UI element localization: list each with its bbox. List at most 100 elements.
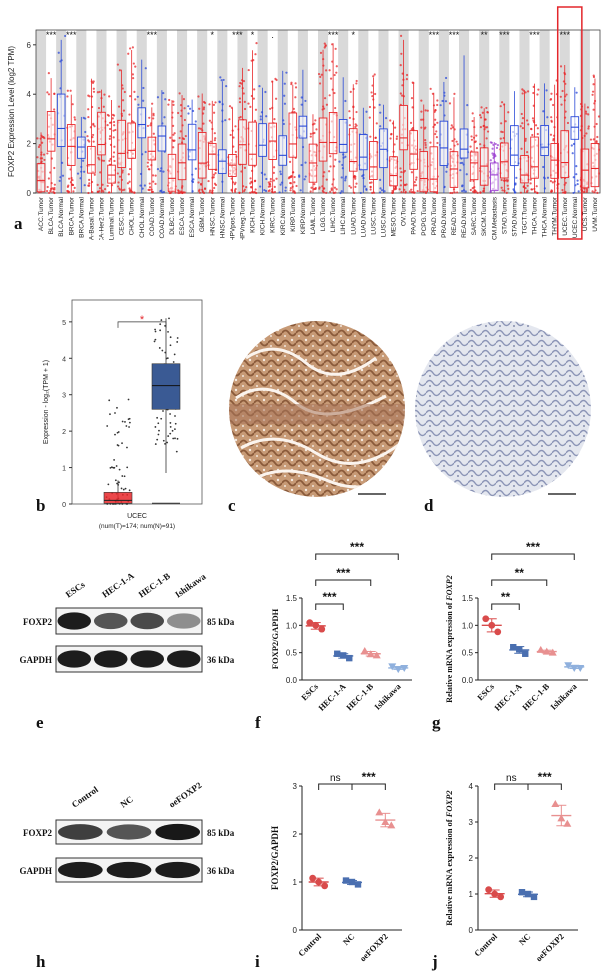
data-point [444, 100, 448, 103]
data-point [521, 92, 524, 95]
box [207, 142, 217, 170]
data-point [459, 161, 462, 165]
data-point [546, 176, 550, 179]
data-point [131, 46, 134, 49]
data-point [194, 167, 197, 170]
data-point [524, 91, 527, 94]
data-point [152, 132, 155, 135]
data-point [572, 176, 575, 179]
plot-frame [71, 299, 203, 505]
data-point [232, 136, 235, 139]
box-lihc-tumor [328, 43, 338, 195]
normal-point [166, 441, 169, 444]
western-blot-overexpression: Control NC oeFOXP2 FOXP2 85 kDa GAPDH 36 kDa [20, 780, 235, 883]
box [338, 119, 348, 153]
data-point [456, 143, 459, 146]
data-point [323, 42, 326, 45]
data-point [294, 96, 297, 99]
comparison-bracket [491, 553, 575, 560]
data-point [368, 181, 372, 184]
y-tick-label: 2 [469, 854, 474, 863]
data-point [242, 92, 245, 95]
data-point [595, 122, 598, 126]
data-point [505, 179, 508, 182]
category-label: UCS.Tumor [582, 196, 589, 231]
data-point [284, 186, 287, 189]
data-point [129, 47, 132, 50]
data-point [199, 127, 202, 130]
data-point [476, 191, 479, 194]
data-point [169, 191, 172, 195]
data-point [209, 140, 213, 143]
category-label: PRAD.Normal [441, 196, 448, 237]
normal-point [172, 437, 175, 440]
category-label: UVM.Tumor [592, 196, 599, 232]
data-point [51, 187, 54, 190]
data-point [309, 132, 312, 135]
data-point [121, 87, 124, 90]
data-point [444, 76, 448, 80]
tumor-box [103, 492, 133, 504]
data-point [486, 126, 489, 129]
data-point [309, 135, 312, 138]
data-point [108, 159, 111, 162]
data-point [87, 191, 90, 195]
data-point [52, 190, 55, 194]
data-point [87, 94, 90, 97]
category-label: BRCA.Tumor [68, 196, 75, 235]
data-point [348, 110, 351, 113]
data-point [355, 110, 358, 114]
data-point [572, 191, 575, 195]
data-point [310, 186, 313, 189]
data-point [524, 137, 527, 140]
data-point [197, 95, 200, 98]
y-axis-label: FOXP2/GAPDH [270, 826, 280, 890]
data-point [258, 85, 261, 88]
data-point [374, 136, 377, 139]
data-point [107, 114, 110, 117]
data-point [284, 189, 287, 192]
data-point [333, 91, 336, 95]
data-point [389, 119, 392, 122]
normal-point [158, 347, 161, 349]
data-point [234, 150, 237, 153]
box [177, 143, 187, 181]
significance-mark: . [271, 30, 274, 40]
box-read-normal [459, 55, 469, 193]
category-label: BLCA.Tumor [48, 196, 55, 234]
data-point [507, 187, 510, 191]
data-point [405, 78, 408, 81]
data-point [348, 124, 351, 127]
lane-label: HEC-1-B [137, 571, 172, 600]
data-point [87, 184, 90, 187]
data-point [273, 190, 277, 194]
data-point [53, 92, 56, 95]
data-point [424, 143, 427, 147]
data-point [273, 166, 276, 169]
x-tick-label: NC [517, 931, 533, 947]
data-point [550, 92, 553, 95]
data-point [249, 105, 252, 108]
box [298, 115, 308, 139]
comparison-bracket [494, 783, 529, 790]
data-point [546, 116, 549, 119]
box [318, 117, 328, 162]
data-point [295, 184, 298, 188]
data-point [123, 90, 126, 94]
data-point [61, 161, 64, 164]
data-point [401, 84, 404, 87]
data-point [506, 184, 509, 187]
data-point [265, 115, 268, 118]
data-point [585, 112, 588, 115]
data-point [491, 152, 494, 155]
data-point [259, 185, 262, 188]
data-point [484, 118, 487, 121]
y-tick-label: 0.5 [462, 649, 474, 658]
data-point [41, 141, 44, 144]
data-point [479, 191, 482, 194]
comparison-label: ns [506, 773, 517, 784]
data-point [254, 188, 257, 191]
box-coad-tumor [146, 102, 157, 194]
data-point [551, 800, 560, 807]
data-point [47, 71, 50, 75]
